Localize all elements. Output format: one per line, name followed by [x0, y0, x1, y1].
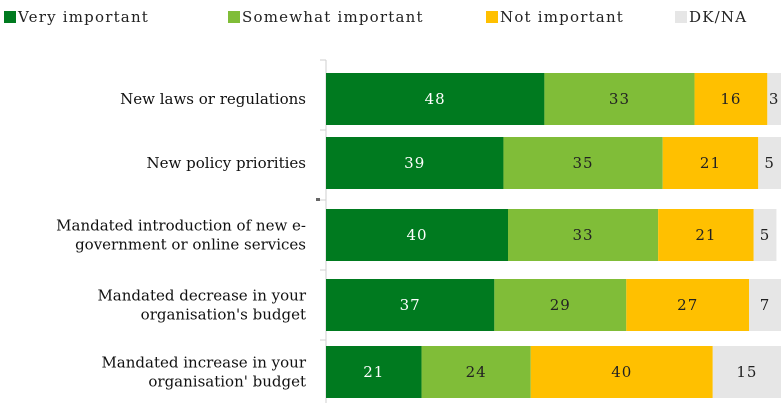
legend-label-somewhat-important: Somewhat important [242, 8, 424, 26]
bar-dk-na [712, 346, 781, 398]
bar-very-important [326, 209, 508, 261]
bar-not-important [662, 137, 759, 189]
data-label-somewhat-important: 29 [550, 296, 571, 314]
bar-dk-na [753, 209, 777, 261]
data-label-dk-na: 15 [736, 363, 757, 381]
data-label-dk-na: 3 [769, 90, 780, 108]
data-label-somewhat-important: 33 [609, 90, 630, 108]
data-label-dk-na: 5 [760, 226, 771, 244]
bars: 48 33 16 3 39 35 21 5 40 33 21 5 37 29 27 7 21 24 40 15 [326, 73, 781, 398]
category-label: government or online services [75, 236, 306, 254]
data-label-very-important: 40 [406, 226, 427, 244]
data-label-dk-na: 7 [760, 296, 771, 314]
legend-swatch-dk-na [675, 11, 687, 23]
bar-very-important [326, 279, 495, 331]
category-axis [316, 59, 327, 403]
legend-swatch-not-important [486, 11, 498, 23]
bar-dk-na [749, 279, 781, 331]
bar-very-important [326, 346, 422, 398]
bar-somewhat-important [503, 137, 663, 189]
category-label: Mandated introduction of new e- [56, 217, 306, 235]
bar-somewhat-important [421, 346, 531, 398]
data-label-not-important: 16 [720, 90, 741, 108]
data-label-very-important: 48 [425, 90, 446, 108]
category-label: Mandated decrease in your [97, 287, 306, 305]
bar-somewhat-important [494, 279, 627, 331]
data-label-somewhat-important: 24 [466, 363, 487, 381]
axis-marker [316, 198, 320, 201]
bar-not-important [530, 346, 713, 398]
category-label: New policy priorities [147, 154, 306, 172]
bar-dk-na [767, 73, 781, 125]
category-label: organisation' budget [148, 373, 306, 391]
data-label-very-important: 21 [363, 363, 384, 381]
data-label-very-important: 39 [404, 154, 425, 172]
category-label: Mandated increase in your [101, 354, 306, 372]
data-label-very-important: 37 [400, 296, 421, 314]
data-label-somewhat-important: 35 [573, 154, 594, 172]
legend-swatch-somewhat-important [228, 11, 240, 23]
category-labels: New laws or regulations New policy priori… [56, 90, 307, 391]
bar-very-important [326, 137, 504, 189]
data-label-dk-na: 5 [764, 154, 775, 172]
category-label: New laws or regulations [120, 90, 306, 108]
data-label-not-important: 40 [611, 363, 632, 381]
bar-not-important [658, 209, 754, 261]
bar-not-important [626, 279, 750, 331]
legend: Very important Somewhat important Not impo… [4, 8, 747, 26]
data-label-not-important: 21 [700, 154, 721, 172]
category-label: organisation's budget [141, 306, 306, 324]
legend-label-dk-na: DK/NA [689, 8, 747, 26]
legend-label-very-important: Very important [17, 8, 149, 26]
bar-very-important [326, 73, 545, 125]
bar-dk-na [758, 137, 781, 189]
legend-swatch-very-important [4, 11, 16, 23]
bar-somewhat-important [508, 209, 659, 261]
data-label-not-important: 21 [695, 226, 716, 244]
data-label-somewhat-important: 33 [573, 226, 594, 244]
bar-not-important [694, 73, 768, 125]
data-label-not-important: 27 [677, 296, 698, 314]
legend-label-not-important: Not important [500, 8, 624, 26]
bar-somewhat-important [544, 73, 695, 125]
